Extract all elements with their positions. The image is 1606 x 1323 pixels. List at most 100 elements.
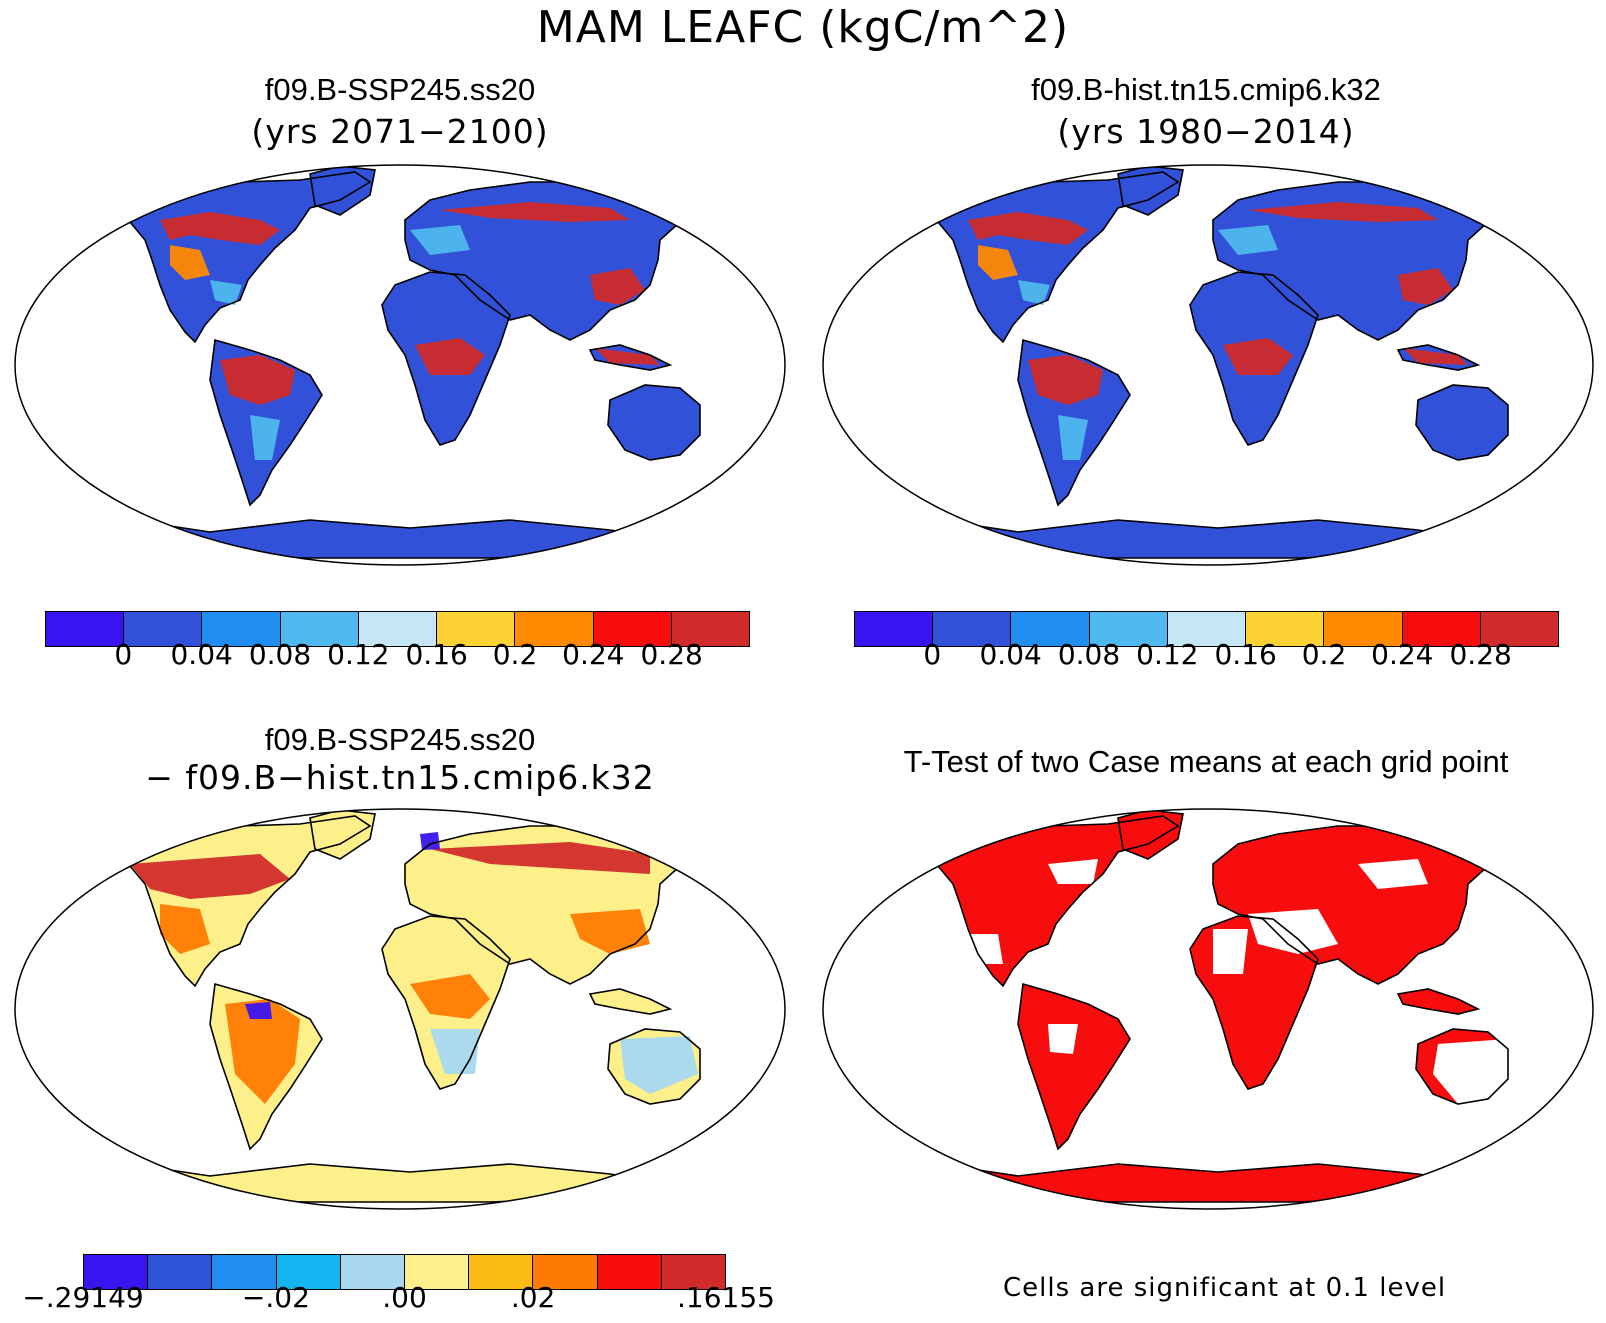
value-region-6: [595, 348, 660, 365]
map-panel-tr: [822, 164, 1594, 566]
cbar-tr-labels-tick-5: 0.2: [1301, 638, 1347, 671]
value-region-6: [430, 842, 650, 874]
coastline-africa: [381, 271, 511, 446]
coastline-africa: [1189, 915, 1319, 1090]
colorbar-tl: [45, 611, 750, 647]
coastline-australia: [607, 1028, 701, 1105]
cbar-bl-swatch-6: [469, 1255, 534, 1289]
landmass-antarctica: [130, 520, 660, 558]
value-region-4: [1248, 202, 1438, 222]
value-region-0: [160, 212, 280, 245]
value-region-0: [130, 854, 290, 899]
value-region-2: [1048, 859, 1098, 884]
value-region-5: [1398, 268, 1453, 305]
map-panel-bl: [14, 808, 786, 1210]
cbar-tl-swatch-3: [280, 612, 359, 646]
coastline-australia: [1415, 1028, 1509, 1105]
value-region-7: [1218, 225, 1278, 255]
cbar-tr-swatch-5: [1246, 612, 1325, 646]
cbar-tl-swatch-2: [202, 612, 281, 646]
cbar-tr-swatch-7: [1402, 612, 1481, 646]
value-region-5: [1358, 859, 1428, 889]
cbar-tl-swatch-5: [437, 612, 516, 646]
coastline-samerica: [1017, 338, 1131, 507]
coastline-namerica: [915, 815, 1180, 988]
coastline-australia: [1415, 384, 1509, 461]
cbar-bl-labels-tick-3: .02: [510, 1281, 556, 1314]
panel-subtitle-bl: − f09.B−hist.tn15.cmip6.k32: [145, 758, 655, 797]
panel-title-bl: f09.B-SSP245.ss20: [264, 722, 536, 757]
value-region-7: [570, 909, 650, 954]
map-border: [14, 808, 786, 1210]
cbar-tr-swatch-6: [1324, 612, 1403, 646]
figure-title: MAM LEAFC (kgC/m^2): [536, 2, 1070, 53]
cbar-bl-swatch-3: [276, 1255, 341, 1289]
panel-title-tl: f09.B-SSP245.ss20: [264, 72, 536, 107]
cbar-bl-swatch-9: [661, 1255, 726, 1289]
coastline-africa: [1189, 271, 1319, 446]
cbar-tr-swatch-2: [1011, 612, 1090, 646]
panel-subtitle-tl: (yrs 2071−2100): [251, 112, 549, 151]
cbar-tl-labels-tick-2: 0.08: [248, 638, 312, 671]
colorbar-tr: [854, 611, 1559, 647]
map-panel-br: [822, 808, 1594, 1210]
cbar-bl-labels-tick-0: −.29149: [22, 1281, 144, 1314]
cbar-bl-labels-tick-1: −.02: [241, 1281, 310, 1314]
value-region-8: [210, 280, 242, 305]
value-region-3: [415, 338, 485, 375]
landmass-antarctica: [938, 1164, 1468, 1202]
coastline-namerica: [915, 171, 1180, 344]
panel-subtitle-tr: (yrs 1980−2014): [1057, 112, 1355, 151]
value-region-7: [410, 225, 470, 255]
colorbar-bl: [83, 1254, 726, 1290]
landmass-greenland: [1118, 166, 1183, 215]
value-region-0: [1248, 909, 1338, 954]
coastline-namerica: [107, 171, 372, 344]
cbar-tr-swatch-4: [1167, 612, 1247, 646]
cbar-tl-swatch-7: [593, 612, 672, 646]
map-border: [822, 164, 1594, 566]
coastline-samerica: [1017, 982, 1131, 1151]
coastline-namerica: [107, 815, 372, 988]
cbar-bl-labels-tick-2: .00: [382, 1281, 427, 1314]
value-region-1: [160, 904, 210, 954]
cbar-tr-labels-tick-4: 0.16: [1214, 638, 1277, 671]
cbar-tr-swatch-1: [933, 612, 1012, 646]
cbar-tl-swatch-0: [46, 612, 125, 646]
landmass-antarctica: [130, 1164, 660, 1202]
value-region-6: [1403, 348, 1468, 365]
significance-note: Cells are significant at 0.1 level: [1003, 1273, 1447, 1303]
cbar-tl-labels-tick-6: 0.24: [562, 638, 625, 671]
cbar-bl-swatch-2: [212, 1255, 277, 1289]
cbar-bl-swatch-4: [340, 1255, 406, 1289]
coastline-africa: [381, 915, 511, 1090]
cbar-tr-labels-tick-0: 0: [923, 638, 942, 671]
cbar-tr-labels-tick-3: 0.12: [1136, 638, 1199, 671]
cbar-bl-swatch-7: [533, 1255, 598, 1289]
cbar-bl-swatch-0: [84, 1255, 149, 1289]
cbar-tl-swatch-6: [515, 612, 594, 646]
landmass-greenland: [310, 166, 375, 215]
value-region-0: [968, 212, 1088, 245]
cbar-bl-swatch-8: [597, 1255, 662, 1289]
landmass-namerica: [108, 172, 370, 342]
landmass-antarctica: [938, 520, 1468, 558]
cbar-tl-labels-tick-4: 0.16: [405, 638, 468, 671]
cbar-tr-labels-tick-6: 0.24: [1371, 638, 1434, 671]
cbar-tr-labels-tick-2: 0.08: [1057, 638, 1121, 671]
value-region-9: [1058, 415, 1088, 460]
cbar-tr-labels-tick-1: 0.04: [979, 638, 1042, 671]
value-region-2: [220, 355, 295, 405]
cbar-tl-labels-tick-7: 0.28: [640, 638, 703, 671]
cbar-tr-swatch-3: [1089, 612, 1168, 646]
coastline-indonesia: [588, 988, 673, 1015]
landmass-australia: [1416, 385, 1508, 460]
value-region-5: [590, 268, 645, 305]
value-region-2: [1028, 355, 1103, 405]
value-region-4: [410, 974, 490, 1019]
landmass-namerica: [916, 172, 1178, 342]
map-panel-tl: [14, 164, 786, 566]
cbar-tl-labels-tick-1: 0.04: [170, 638, 233, 671]
landmass-greenland: [310, 810, 375, 859]
cbar-bl-swatch-5: [405, 1255, 470, 1289]
